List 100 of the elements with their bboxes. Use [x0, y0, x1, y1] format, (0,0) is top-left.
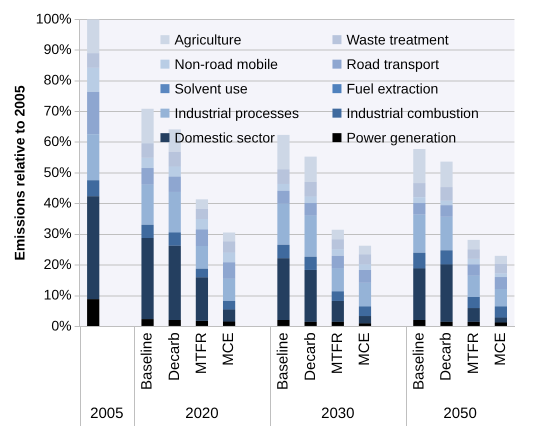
bar: [141, 319, 154, 326]
bar: [468, 264, 480, 276]
bar: [87, 196, 100, 300]
bar: [332, 230, 344, 240]
text: 2030: [321, 405, 354, 422]
legend-label: Waste treatment: [346, 32, 449, 48]
legend-label: Road transport: [346, 56, 440, 72]
x-tick-label: Baseline: [138, 332, 156, 390]
x-tick-label: MTFR: [328, 332, 346, 374]
bar: [440, 187, 453, 201]
x-tick-label: MTFR: [193, 332, 210, 374]
text: 2020: [185, 405, 219, 422]
bar: [332, 300, 344, 322]
legend-label: Agriculture: [174, 32, 242, 48]
y-tick-label: 20%: [44, 256, 72, 272]
x-tick-label: MCE: [492, 332, 510, 366]
bar: [413, 252, 426, 268]
bar: [494, 277, 507, 289]
y-tick-label: 50%: [44, 164, 72, 180]
x-tick-label: Baseline: [274, 332, 292, 390]
text: 2050: [443, 405, 477, 422]
bar: [141, 168, 154, 185]
y-tick-label: 40%: [44, 194, 72, 210]
bar: [332, 291, 344, 301]
x-tick-label: Decarb: [166, 332, 183, 381]
bar: [304, 216, 317, 257]
x-tick-label: MTFR: [464, 332, 482, 374]
bar: [168, 232, 181, 246]
bar: [494, 264, 507, 274]
bar: [413, 320, 426, 326]
y-tick-label: 70%: [44, 102, 72, 118]
bar: [304, 322, 317, 326]
legend-label: Power generation: [346, 130, 456, 146]
bar: [468, 240, 480, 250]
legend-label: Non-road mobile: [174, 56, 278, 72]
bar: [141, 224, 154, 238]
bar: [222, 232, 236, 242]
bar: [87, 180, 100, 196]
bar: [468, 322, 480, 326]
bar: [468, 308, 480, 322]
y-tick-label: 10%: [44, 286, 72, 303]
bar: [87, 19, 100, 54]
y-tick-label: 80%: [44, 72, 72, 88]
bar: [196, 246, 208, 269]
x-tick-label: Decarb: [302, 332, 319, 381]
bar: [440, 162, 453, 188]
bar: [277, 190, 290, 204]
bar: [494, 322, 507, 326]
bar: [440, 216, 453, 250]
bar: [222, 310, 236, 322]
legend-label: Fuel extraction: [346, 80, 438, 97]
bar: [196, 199, 208, 209]
bar: [196, 229, 208, 246]
bar: [304, 156, 317, 182]
bar: [413, 203, 426, 215]
y-tick-label: 0%: [51, 317, 72, 334]
bar: [222, 300, 236, 310]
bar: [440, 250, 453, 264]
x-tick-label: Baseline: [410, 332, 428, 390]
bar: [440, 322, 453, 326]
bar: [277, 204, 290, 245]
bar: [222, 262, 236, 279]
bar: [277, 320, 290, 326]
bar: [468, 296, 480, 308]
y-tick-label: 100%: [36, 10, 72, 26]
bar: [440, 205, 453, 217]
bar: [358, 246, 372, 254]
bar: [87, 134, 100, 180]
x-tick-label: Decarb: [438, 332, 455, 381]
legend-label: Domestic sector: [174, 130, 276, 146]
legend-label: Industrial combustion: [346, 105, 479, 122]
bar: [440, 264, 453, 322]
bar: [413, 268, 426, 320]
bar: [168, 246, 181, 320]
bar: [494, 256, 507, 264]
bar: [196, 277, 208, 321]
x-tick-label: MCE: [356, 332, 374, 366]
bar: [141, 238, 154, 320]
bar: [413, 214, 426, 253]
bar: [358, 316, 372, 324]
text: 2005: [90, 405, 124, 422]
bar: [304, 203, 317, 216]
bar: [332, 256, 344, 268]
y-tick-label: 30%: [44, 225, 72, 242]
bar: [358, 306, 372, 316]
bar: [87, 299, 100, 326]
bar: [332, 322, 344, 326]
bar: [358, 282, 372, 306]
bar: [168, 192, 181, 232]
bar: [196, 320, 208, 326]
bar: [168, 176, 181, 192]
bar: [304, 270, 317, 322]
bar: [277, 258, 290, 320]
bar: [87, 92, 100, 134]
x-tick-label: MCE: [220, 332, 238, 366]
bar: [358, 323, 372, 326]
bar: [141, 108, 154, 144]
bar: [222, 322, 236, 326]
y-tick-label: 90%: [44, 40, 72, 57]
bar: [277, 134, 290, 170]
